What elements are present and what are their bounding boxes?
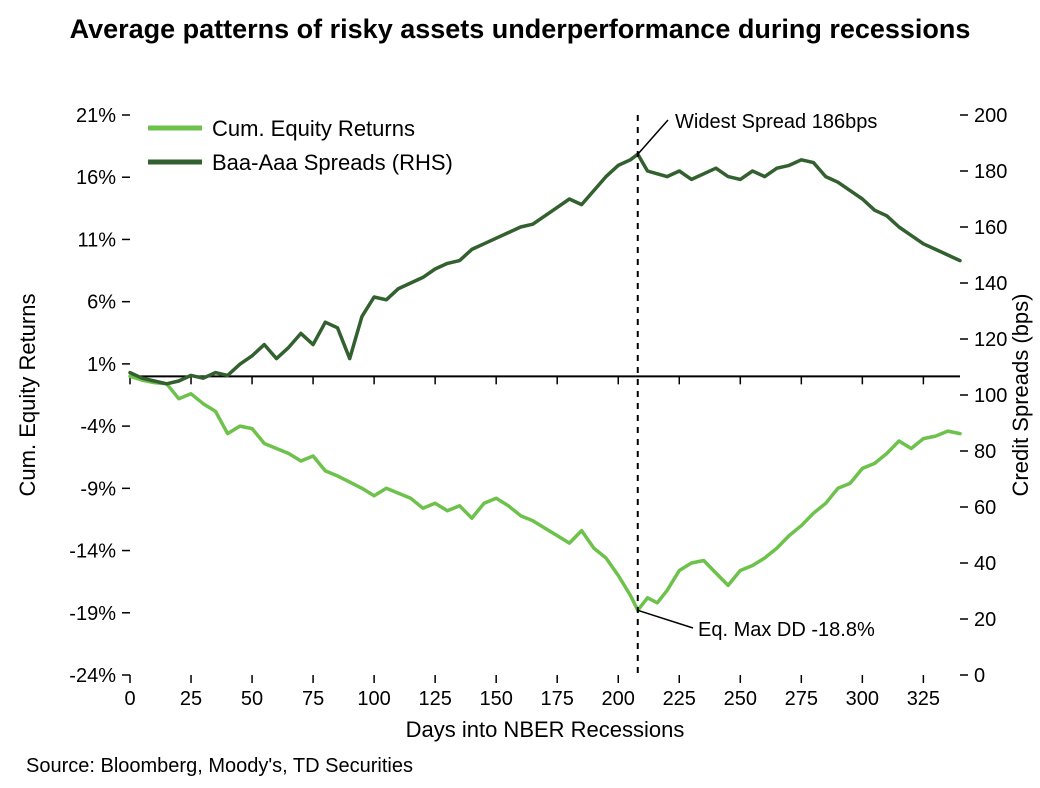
x-tick-label: 25 [180, 688, 202, 710]
yleft-tick-label: -14% [69, 541, 116, 563]
x-tick-label: 75 [302, 688, 324, 710]
yright-tick-label: 40 [974, 553, 996, 575]
yleft-tick-label: -9% [80, 478, 116, 500]
yleft-axis-label: Cum. Equity Returns [15, 294, 40, 497]
yleft-tick-label: 11% [77, 229, 116, 251]
annotation-leader [638, 120, 668, 154]
x-tick-label: 300 [846, 688, 879, 710]
yleft-tick-label: -24% [69, 665, 116, 687]
yleft-tick-label: 6% [87, 292, 116, 314]
yright-tick-label: 160 [974, 217, 1007, 239]
yright-tick-label: 180 [974, 161, 1007, 183]
yleft-tick-label: 21% [76, 105, 116, 127]
x-tick-label: 150 [479, 688, 512, 710]
legend-label: Baa-Aaa Spreads (RHS) [212, 150, 453, 175]
yright-tick-label: 100 [974, 385, 1007, 407]
yright-tick-label: 20 [974, 609, 996, 631]
yleft-tick-label: 16% [76, 167, 116, 189]
yright-tick-label: 60 [974, 497, 996, 519]
x-tick-label: 125 [418, 688, 451, 710]
series-equity [130, 376, 960, 610]
x-tick-label: 275 [785, 688, 818, 710]
x-tick-label: 225 [663, 688, 696, 710]
x-tick-label: 200 [602, 688, 635, 710]
chart-container: Average patterns of risky assets underpe… [0, 0, 1040, 788]
x-tick-label: 325 [907, 688, 940, 710]
series-spreads [130, 154, 960, 384]
legend-label: Cum. Equity Returns [212, 116, 415, 141]
annotation-leader [638, 610, 693, 628]
yleft-tick-label: 1% [87, 354, 116, 376]
yright-tick-label: 0 [974, 665, 985, 687]
annotation-text: Widest Spread 186bps [675, 111, 877, 133]
yleft-tick-label: -4% [80, 416, 116, 438]
yright-tick-label: 120 [974, 329, 1007, 351]
yright-tick-label: 140 [974, 273, 1007, 295]
x-tick-label: 50 [241, 688, 263, 710]
chart-svg: 0255075100125150175200225250275300325Day… [0, 0, 1040, 788]
source-text: Source: Bloomberg, Moody's, TD Securitie… [26, 755, 413, 778]
yright-axis-label: Credit Spreads (bps) [1008, 294, 1033, 497]
x-tick-label: 250 [724, 688, 757, 710]
x-tick-label: 100 [357, 688, 390, 710]
x-tick-label: 0 [124, 688, 135, 710]
yright-tick-label: 80 [974, 441, 996, 463]
chart-title: Average patterns of risky assets underpe… [0, 14, 1040, 45]
yleft-tick-label: -19% [69, 603, 116, 625]
x-tick-label: 175 [541, 688, 574, 710]
x-axis-label: Days into NBER Recessions [406, 717, 685, 742]
annotation-text: Eq. Max DD -18.8% [698, 619, 875, 641]
yright-tick-label: 200 [974, 105, 1007, 127]
